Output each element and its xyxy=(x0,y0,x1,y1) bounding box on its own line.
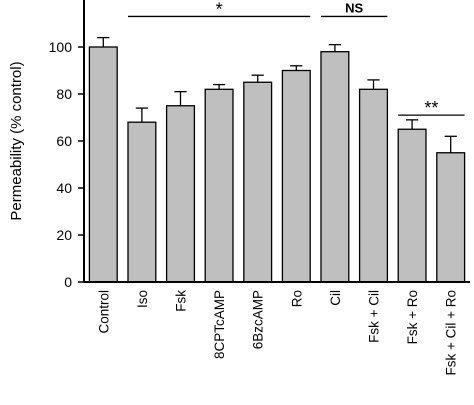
significance-label: * xyxy=(216,0,223,19)
y-tick-label: 40 xyxy=(56,180,72,196)
x-category-label: 6BzcAMP xyxy=(251,290,266,349)
bar xyxy=(358,88,389,283)
bar xyxy=(88,46,118,283)
x-category-label: Fsk xyxy=(174,290,189,312)
x-category-label: Ro xyxy=(289,290,304,307)
significance-annotations: * NS ** xyxy=(128,0,465,118)
error-bars xyxy=(97,36,457,153)
y-axis-title: Permeability (% control) xyxy=(8,61,25,220)
bar xyxy=(436,152,466,283)
bar xyxy=(320,51,350,283)
bar xyxy=(243,81,273,283)
bar xyxy=(165,105,196,283)
bars xyxy=(88,46,466,283)
x-axis-category-labels: Control Iso Fsk 8CPTcAMP 6BzcAMP Ro Cil Fsk + C… xyxy=(96,290,458,376)
x-category-label: Fsk + Cil + Ro xyxy=(444,290,459,376)
y-tick-label: 0 xyxy=(64,274,72,290)
x-category-label: 8CPTcAMP xyxy=(212,290,227,359)
bar xyxy=(204,88,234,283)
x-category-label: Control xyxy=(96,290,111,334)
significance-label: NS xyxy=(345,0,363,15)
y-axis-ticks: 0 20 40 60 80 100 xyxy=(49,39,84,290)
y-tick-label: 20 xyxy=(56,227,72,243)
x-category-label: Iso xyxy=(135,290,150,308)
y-tick-label: 80 xyxy=(56,86,72,102)
bar xyxy=(397,128,427,283)
bar xyxy=(281,69,311,283)
significance-label: ** xyxy=(424,98,438,118)
x-category-label: Fsk + Cil xyxy=(367,290,382,343)
bar xyxy=(127,121,157,283)
x-category-label: Fsk + Ro xyxy=(405,290,420,344)
y-tick-label: 100 xyxy=(49,39,73,55)
x-category-label: Cil xyxy=(328,290,343,306)
y-tick-label: 60 xyxy=(56,133,72,149)
